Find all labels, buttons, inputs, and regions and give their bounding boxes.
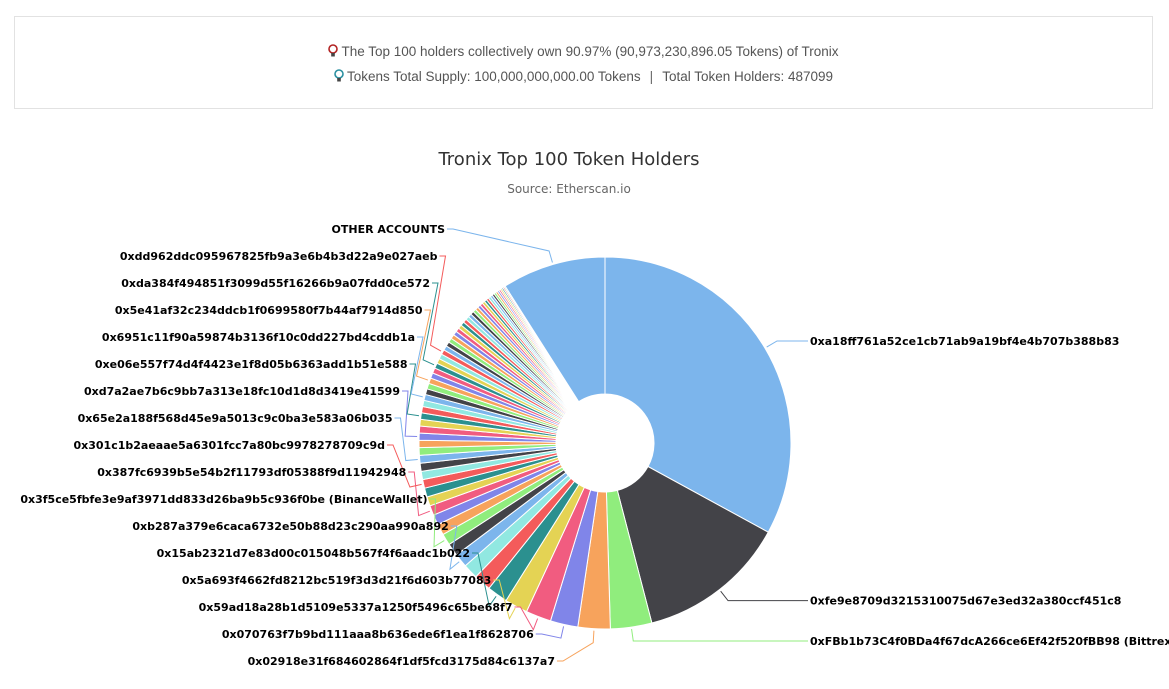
label-connector [493,579,516,621]
slice-label: 0x59ad18a28b1d5109e5337a1250f5496c65be68… [199,601,513,614]
label-connector [410,336,424,398]
slice-label: 0x070763f7b9bd111aaa8b636ede6f1ea1f86287… [222,628,534,641]
label-connector [429,498,445,548]
slice-label: OTHER ACCOUNTS [332,223,446,236]
chart-title: Tronix Top 100 Token Holders [437,149,699,170]
slice-label: 0xa18ff761a52ce1cb71ab9a19bf4e4b707b388b… [810,335,1119,348]
lightbulb-teal-icon [334,69,344,82]
label-connector [449,525,460,571]
lightbulb-red-icon [328,44,339,57]
slice-label: 0x02918e31f684602864f1df5fcd3175d84c6137… [248,655,555,668]
label-connector [472,552,497,608]
label-connectors [387,228,808,662]
label-connector [422,282,439,366]
slice-label: 0x65e2a188f568d45e9a5013c9c0ba3e583a06b0… [78,412,393,425]
summary-panel: The Top 100 holders collectively own 90.… [14,16,1153,109]
ownership-text: The Top 100 holders collectively own 90.… [341,44,839,59]
slice-label: 0x5e41af32c234ddcb1f0699580f7b44af7914d8… [115,304,423,317]
label-connector [631,629,808,642]
pie-slices [418,256,792,630]
label-connector [429,255,447,352]
label-connector [447,228,553,263]
slice-label: 0xfe9e8709d3215310075d67e3ed32a380ccf451… [810,595,1121,608]
slice-label: 0xda384f494851f3099d55f16266b9a07fdd0ce5… [121,277,430,290]
slice-label: 0x15ab2321d7e83d00c015048b567f4f6aadc1b0… [157,547,470,560]
label-connector [720,590,808,602]
slice-label: 0xe06e557f74d4f4423e1f8d05b6363add1b51e5… [95,358,408,371]
slice-label: 0x301c1b2aeaae5a6301fcc7a80bc9978278709c… [74,439,386,452]
label-connector [514,606,539,631]
slice-labels: 0xa18ff761a52ce1cb71ab9a19bf4e4b707b388b… [20,223,1169,668]
label-connector [408,471,430,517]
slice-label: 0xb287a379e6caca6732e50b88d23c290aa990a8… [132,520,448,533]
separator: | [649,69,654,84]
label-connector [415,309,432,381]
label-connector [402,390,418,438]
pie-slice[interactable] [504,256,606,403]
label-connector [406,363,420,417]
slice-label: 0x6951c11f90a59874b3136f10c0dd227bd4cddb… [102,331,415,344]
slice-label: 0x3f5ce5fbfe3e9af3971dd833d26ba9b5c936f0… [20,493,427,506]
label-connector [557,630,595,662]
slice-label: 0x5a693f4662fd8212bc519f3d3d21f6d603b770… [182,574,491,587]
chart-subtitle: Source: Etherscan.io [507,182,631,196]
slice-label: 0xdd962ddc095967825fb9a3e6b4b3d22a9e027a… [120,250,438,263]
pie-slice[interactable] [604,256,792,533]
label-connector [387,444,422,488]
label-connector [766,340,808,348]
slice-label: 0xFBb1b73C4f0BDa4f67dcA266ce6Ef42f520fBB… [810,635,1169,648]
pie-slice[interactable] [616,465,769,624]
slice-label: 0xd7a2ae7b6c9bb7a313e18fc10d1d8d3419e415… [84,385,400,398]
summary-line-supply: Tokens Total Supply: 100,000,000,000.00 … [15,69,1152,84]
total-supply-text: Tokens Total Supply: 100,000,000,000.00 … [346,69,641,84]
label-connector [535,626,565,639]
total-holders-text: Total Token Holders: 487099 [662,69,834,84]
summary-line-ownership: The Top 100 holders collectively own 90.… [15,44,1152,59]
slice-label: 0x387fc6939b5e54b2f11793df05388f9d119429… [97,466,406,479]
label-connector [394,417,418,462]
